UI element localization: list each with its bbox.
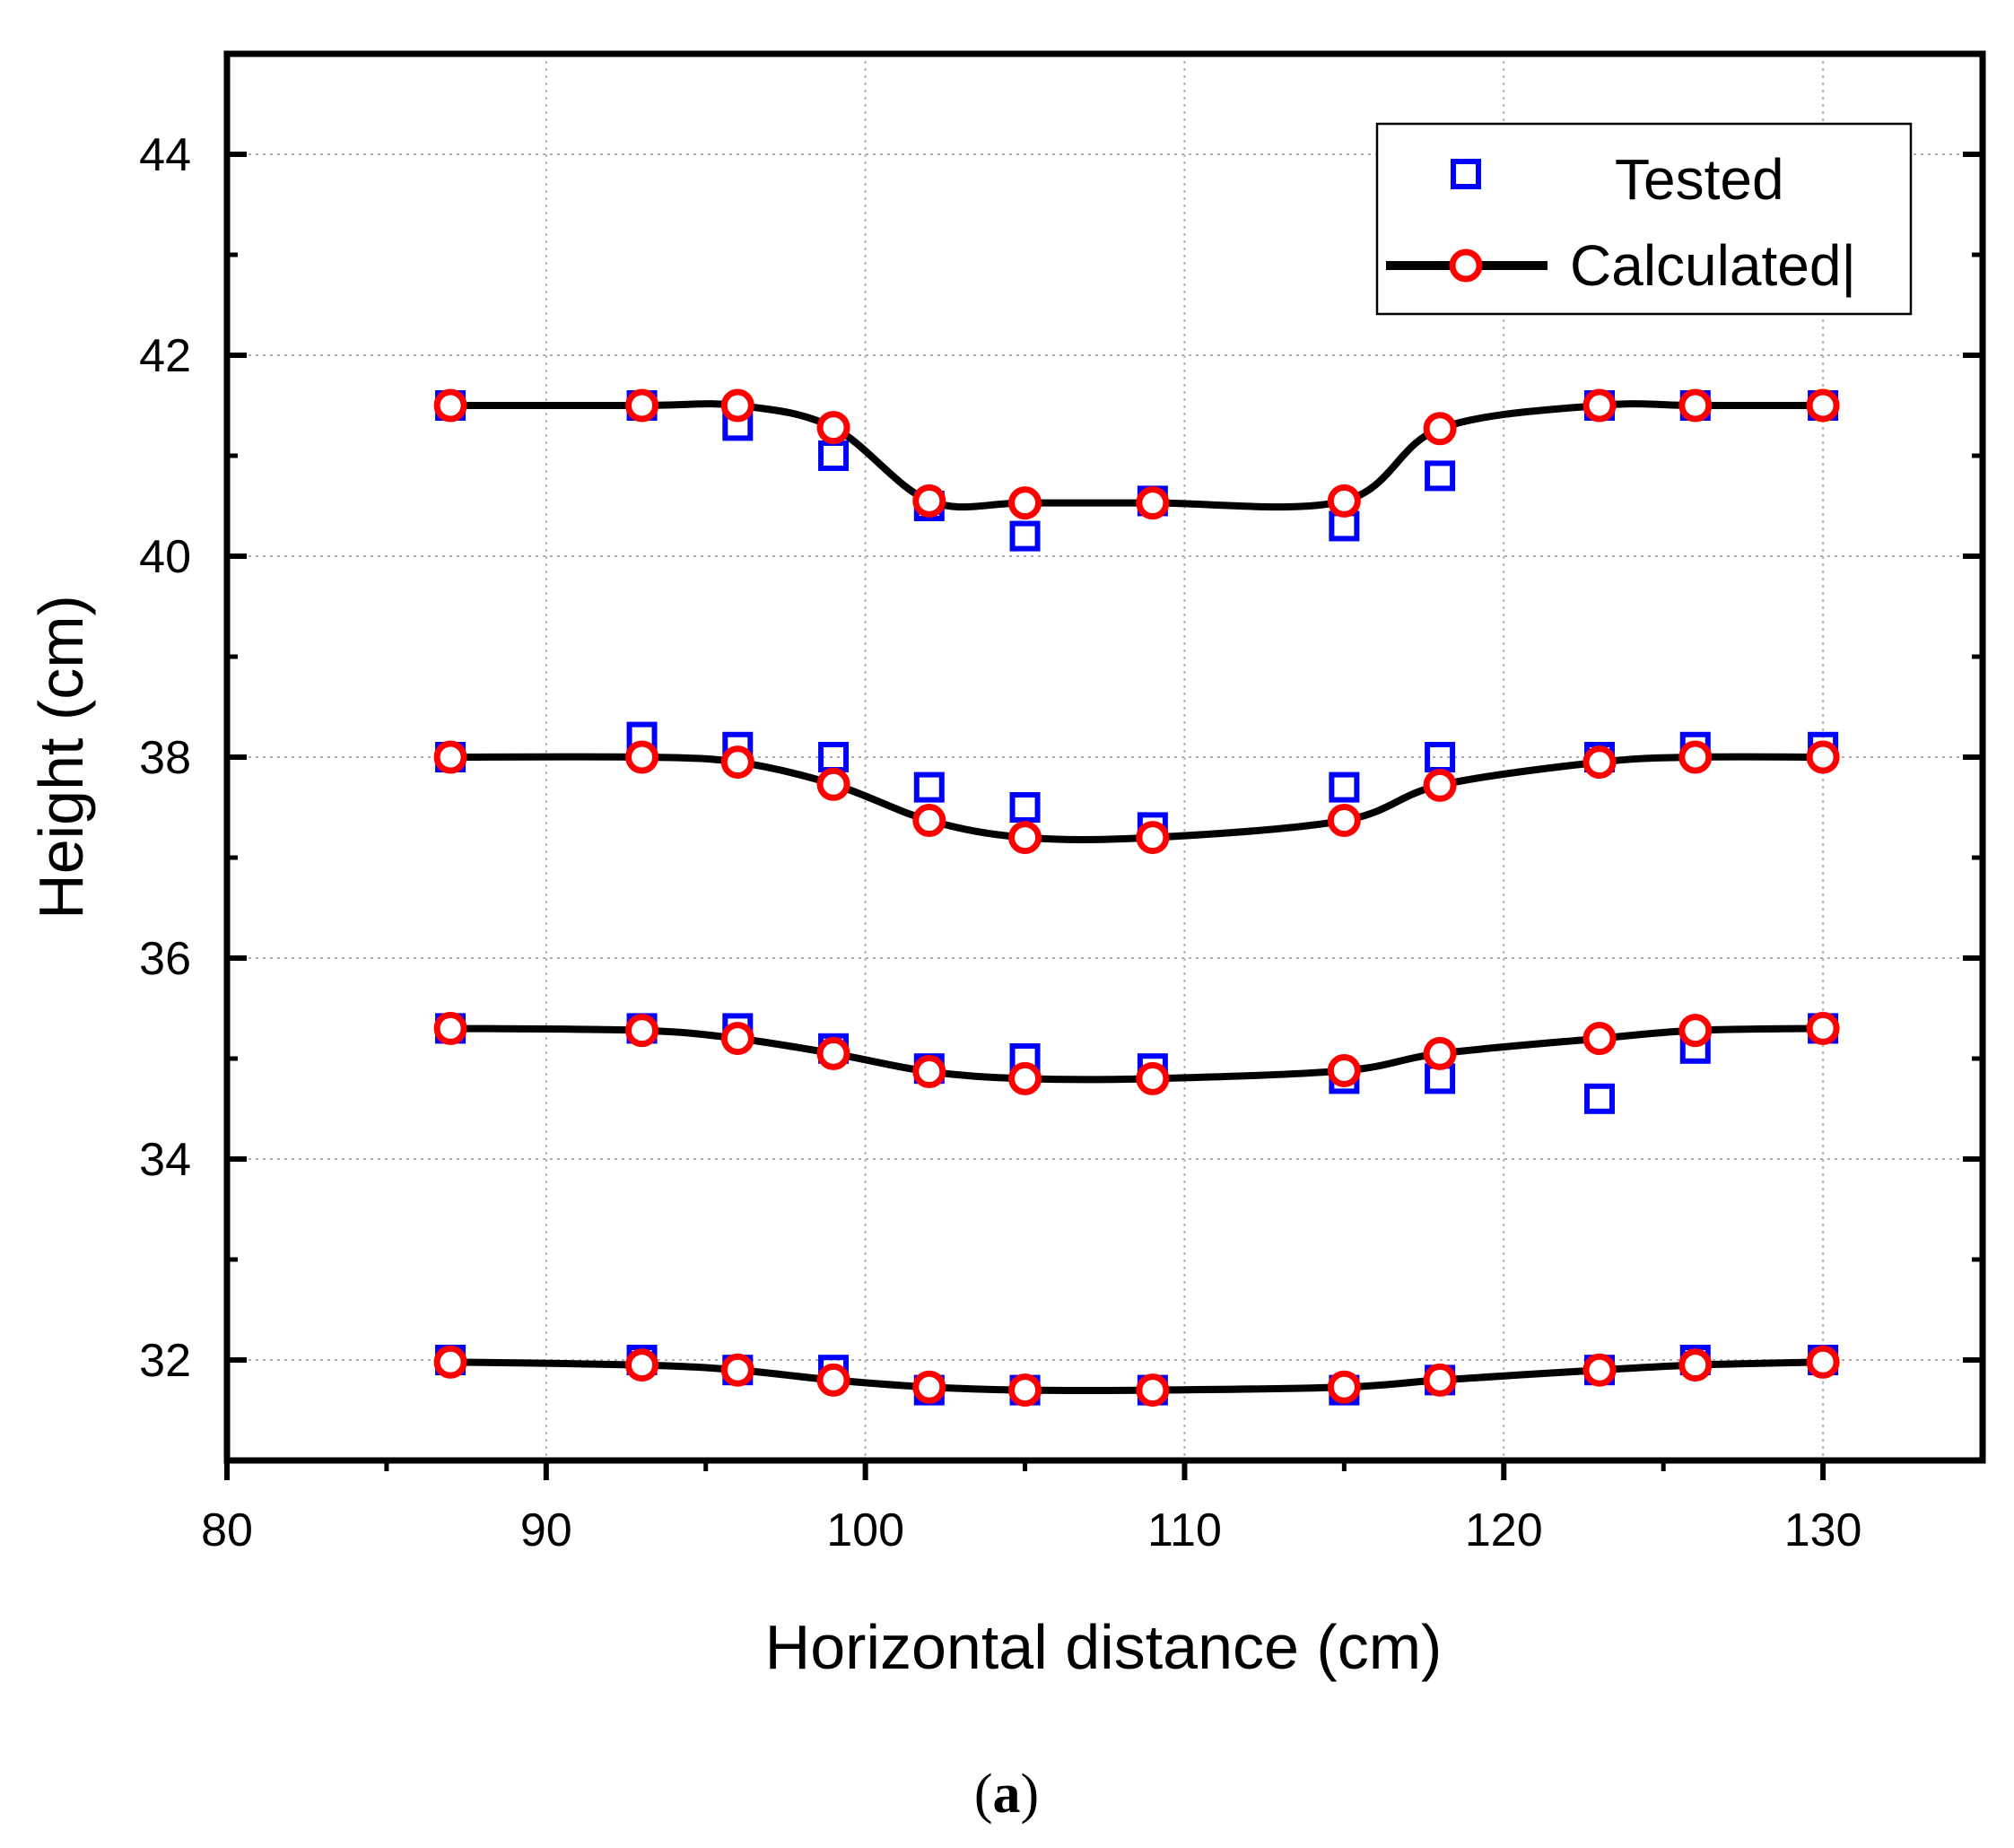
tested-point	[1425, 460, 1456, 492]
y-tick-label: 38	[139, 732, 191, 784]
calculated-point	[720, 1022, 754, 1056]
x-axis-title: Horizontal distance (cm)	[765, 1612, 1443, 1682]
tested-point	[913, 771, 945, 803]
x-tick-label: 110	[1147, 1504, 1222, 1556]
x-tick-label: 130	[1784, 1504, 1862, 1556]
calculated-point	[912, 804, 946, 838]
legend-calculated-marker	[1449, 248, 1483, 283]
calculated-point	[1136, 1061, 1170, 1095]
tested-markers	[435, 390, 1839, 1406]
calculated-point	[1806, 740, 1840, 774]
calculated-point	[816, 1363, 850, 1397]
calculated-point	[625, 1014, 659, 1048]
curve-layer	[450, 400, 1824, 1395]
calculated-point	[1136, 1373, 1170, 1408]
caption-close-paren: )	[1021, 1764, 1040, 1825]
calculated-point	[433, 388, 467, 423]
calculated-point	[1327, 1370, 1361, 1404]
calculated-point	[1582, 388, 1617, 423]
y-axis-title: Height (cm)	[26, 595, 96, 920]
calculated-point	[1327, 484, 1361, 518]
y-tick-label: 32	[139, 1335, 191, 1387]
tick-layer	[224, 51, 1983, 1480]
calculated-point	[1008, 1061, 1042, 1095]
calculated-point	[720, 745, 754, 780]
x-tick-label: 100	[826, 1504, 904, 1556]
legend-box	[1375, 122, 1913, 316]
y-tick-label: 34	[139, 1134, 191, 1186]
calculated-point	[816, 1036, 850, 1070]
caption-open-paren: (	[974, 1764, 993, 1825]
calculated-point	[1423, 1363, 1457, 1397]
calculated-point	[1806, 1011, 1840, 1045]
tick-labels: 80 90 100 110 120 130 32 34 36 38 40 42 44	[139, 129, 1861, 1556]
x-tick-label: 80	[201, 1504, 253, 1556]
calculated-point	[1582, 1353, 1617, 1387]
calculated-point	[1423, 412, 1457, 446]
tested-point	[1584, 1083, 1616, 1114]
calculated-point	[720, 388, 754, 423]
calculated-point	[1008, 821, 1042, 855]
legend-tested-label: Tested	[1615, 147, 1784, 212]
calculated-point	[1327, 804, 1361, 838]
tested-point	[1009, 792, 1041, 823]
calculated-point	[816, 767, 850, 801]
calculated-point	[1678, 388, 1713, 423]
calculated-point	[433, 740, 467, 774]
calculated-point	[1327, 1053, 1361, 1087]
y-tick-label: 36	[139, 933, 191, 985]
calculated-point	[625, 1348, 659, 1382]
calculated-point	[816, 411, 850, 445]
calculated-curve-2	[450, 753, 1824, 843]
figure-caption: (a)	[974, 1764, 1039, 1825]
tested-point	[818, 440, 850, 471]
calculated-point	[433, 1011, 467, 1045]
y-tick-label: 44	[139, 129, 191, 181]
tested-point	[1329, 771, 1360, 803]
calculated-point	[912, 484, 946, 518]
calculated-point	[1008, 486, 1042, 520]
y-tick-label: 42	[139, 330, 191, 382]
calculated-point	[433, 1345, 467, 1379]
x-tick-label: 90	[520, 1504, 572, 1556]
calculated-point	[1678, 740, 1713, 774]
calculated-point	[1582, 745, 1617, 780]
grid-layer	[227, 54, 1983, 1460]
calculated-point	[625, 388, 659, 423]
y-tick-label: 40	[139, 531, 191, 583]
calculated-markers	[433, 388, 1840, 1408]
calculated-point	[1136, 821, 1170, 855]
calculated-point	[1806, 388, 1840, 423]
caption-letter: a	[993, 1764, 1021, 1825]
legend: Tested Calculated|	[1375, 122, 1913, 316]
calculated-point	[1008, 1373, 1042, 1408]
legend-tested-marker	[1451, 159, 1481, 189]
calculated-point	[720, 1353, 754, 1387]
calculated-point	[1678, 1014, 1713, 1048]
calculated-point	[625, 740, 659, 774]
calculated-point	[912, 1370, 946, 1404]
tested-point	[1009, 520, 1041, 552]
calculated-point	[912, 1055, 946, 1089]
legend-calculated-label: Calculated|	[1570, 233, 1856, 298]
calculated-point	[1806, 1345, 1840, 1379]
calculated-point	[1136, 486, 1170, 520]
x-tick-label: 120	[1465, 1504, 1543, 1556]
calculated-point	[1678, 1348, 1713, 1382]
calculated-point	[1582, 1022, 1617, 1056]
calculated-point	[1423, 768, 1457, 802]
calculated-point	[1423, 1036, 1457, 1070]
